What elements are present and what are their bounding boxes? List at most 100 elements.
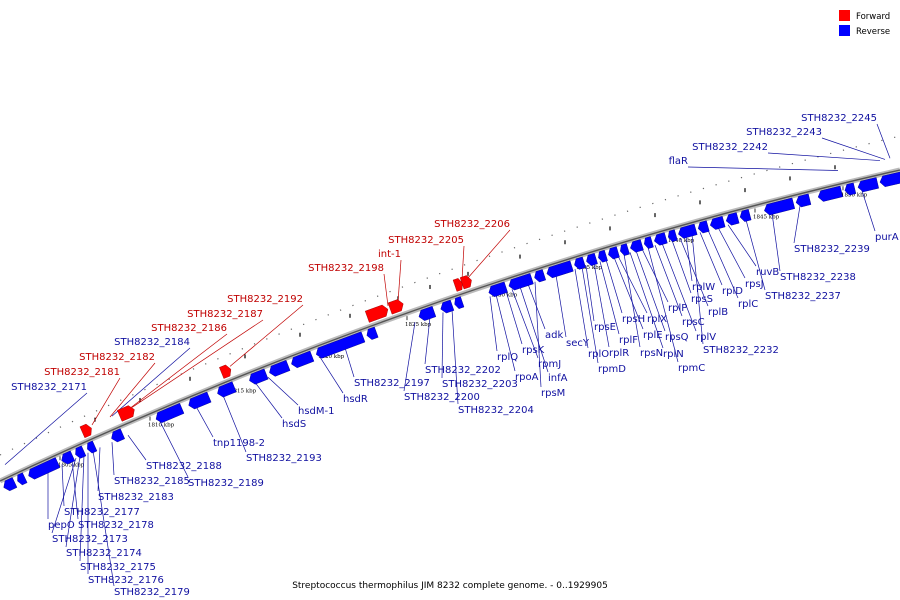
reverse-label-leader-line	[745, 219, 766, 291]
gene-label-sth8232-2186: STH8232_2186	[151, 323, 227, 334]
gene-label-rplx: rplX	[647, 314, 667, 325]
reverse-gene	[534, 269, 546, 283]
reverse-label-leader-line	[159, 421, 189, 478]
reverse-label-leader-line	[876, 123, 891, 159]
gene-label-sth8232-2176: STH8232_2176	[88, 575, 164, 586]
reverse-gene	[857, 177, 879, 193]
gene-label-sth8232-2237: STH8232_2237	[765, 291, 841, 302]
gene-label-rplv: rplV	[696, 332, 716, 343]
reverse-label-leader-line	[699, 232, 723, 286]
reverse-label-leader-line	[581, 266, 599, 364]
gene-label-sth8232-2177: STH8232_2177	[64, 507, 140, 518]
gene-label-sth8232-2198: STH8232_2198	[308, 263, 384, 274]
gene-label-sth8232-2175: STH8232_2175	[80, 562, 156, 573]
reverse-gene	[608, 246, 620, 260]
forward-label-leader-line	[397, 259, 402, 303]
reverse-label-leader-line	[635, 250, 666, 332]
gene-label-rplo: rplO	[588, 349, 609, 360]
gene-label-rplb: rplB	[708, 307, 728, 318]
reverse-label-leader-line	[687, 166, 839, 171]
gene-label-sth8232-2193: STH8232_2193	[246, 453, 322, 464]
tick-label: 1815 kbp	[230, 389, 257, 395]
reverse-label-leader-line	[647, 247, 679, 363]
reverse-gene	[217, 381, 237, 398]
reverse-label-leader-line	[79, 454, 85, 562]
reverse-label-leader-line	[861, 190, 876, 232]
reverse-gene	[667, 229, 678, 242]
reverse-gene	[87, 440, 98, 454]
reverse-label-leader-line	[65, 456, 81, 548]
reverse-label-leader-line	[623, 254, 641, 348]
gene-label-sth8232-2206: STH8232_2206	[434, 219, 510, 230]
forward-gene	[452, 278, 463, 292]
forward-gene	[79, 423, 92, 439]
gene-label-rplr: rplR	[609, 348, 629, 359]
gene-label-sth8232-2238: STH8232_2238	[780, 272, 856, 283]
reverse-gene	[844, 182, 857, 196]
reverse-gene	[654, 232, 668, 246]
gene-label-sth8232-2188: STH8232_2188	[146, 461, 222, 472]
gene-label-sth8232-2184: STH8232_2184	[114, 337, 190, 348]
gene-label-sth8232-2202: STH8232_2202	[425, 365, 501, 376]
gene-label-pepo: pepO	[48, 520, 75, 531]
gene-label-ruvb: ruvB	[756, 267, 779, 278]
reverse-label-leader-line	[441, 312, 444, 379]
gene-label-rpsm: rpsM	[541, 388, 565, 399]
reverse-gene	[508, 273, 534, 291]
forward-label-leader-line	[131, 319, 264, 408]
gene-label-sth8232-2179: STH8232_2179	[114, 587, 190, 598]
gene-label-rpoa: rpoA	[515, 372, 539, 383]
gene-label-rpsh: rpsH	[622, 314, 645, 325]
reverse-gene	[3, 477, 18, 492]
gene-label-flar: flaR	[669, 156, 688, 167]
forward-label-leader-line	[229, 304, 304, 367]
reverse-gene	[574, 256, 586, 270]
reverse-gene	[630, 239, 644, 253]
reverse-gene	[817, 185, 843, 202]
reverse-label-leader-line	[111, 347, 191, 417]
reverse-label-leader-line	[717, 227, 746, 279]
reverse-gene	[418, 306, 437, 321]
reverse-label-leader-line	[661, 242, 697, 332]
gene-label-sth8232-2192: STH8232_2192	[227, 294, 303, 305]
reverse-label-leader-line	[222, 395, 247, 453]
tick-label: 1820 kbp	[318, 354, 345, 360]
reverse-label-leader-line	[605, 259, 623, 314]
reverse-label-leader-line	[495, 294, 516, 372]
reverse-gene	[111, 428, 125, 443]
tick-label: 1810 kbp	[148, 423, 175, 429]
forward-label-leader-line	[461, 245, 465, 280]
reverse-gene	[644, 236, 654, 249]
reverse-gene	[620, 243, 630, 256]
gene-label-rpsc: rpsC	[682, 317, 705, 328]
reverse-label-leader-line	[111, 442, 115, 476]
gene-label-int-1: int-1	[378, 249, 401, 260]
gene-label-rpmd: rpmD	[598, 364, 626, 375]
reverse-label-leader-line	[534, 281, 542, 388]
gene-label-rpsk: rpsK	[522, 345, 545, 356]
reverse-gene	[188, 391, 212, 410]
gene-label-sth8232-2204: STH8232_2204	[458, 405, 534, 416]
reverse-gene	[725, 212, 740, 226]
reverse-label-leader-line	[4, 392, 88, 465]
reverse-label-leader-line	[51, 457, 77, 534]
legend: Forward Reverse	[839, 10, 890, 37]
reverse-label-leader-line	[505, 291, 523, 345]
forward-label-leader-line	[91, 377, 121, 426]
reverse-gene	[764, 197, 796, 216]
reverse-gene	[586, 252, 598, 266]
tick-label: 1850 kbp	[841, 192, 868, 198]
reverse-label-leader-line	[267, 376, 299, 406]
reverse-gene	[795, 193, 812, 208]
gene-label-sth8232-2232: STH8232_2232	[703, 345, 779, 356]
gene-label-sth8232-2178: STH8232_2178	[78, 520, 154, 531]
gene-label-rpmj: rpmJ	[538, 359, 561, 370]
reverse-gene	[28, 457, 61, 480]
forward-gene	[117, 405, 135, 422]
gene-label-hsds: hsdS	[282, 419, 306, 430]
legend-forward-label: Forward	[856, 12, 890, 22]
forward-label-leader-line	[383, 273, 389, 306]
gene-label-rpse: rpsE	[594, 322, 616, 333]
reverse-label-leader-line	[403, 322, 416, 392]
gene-label-hsdr: hsdR	[343, 394, 368, 405]
